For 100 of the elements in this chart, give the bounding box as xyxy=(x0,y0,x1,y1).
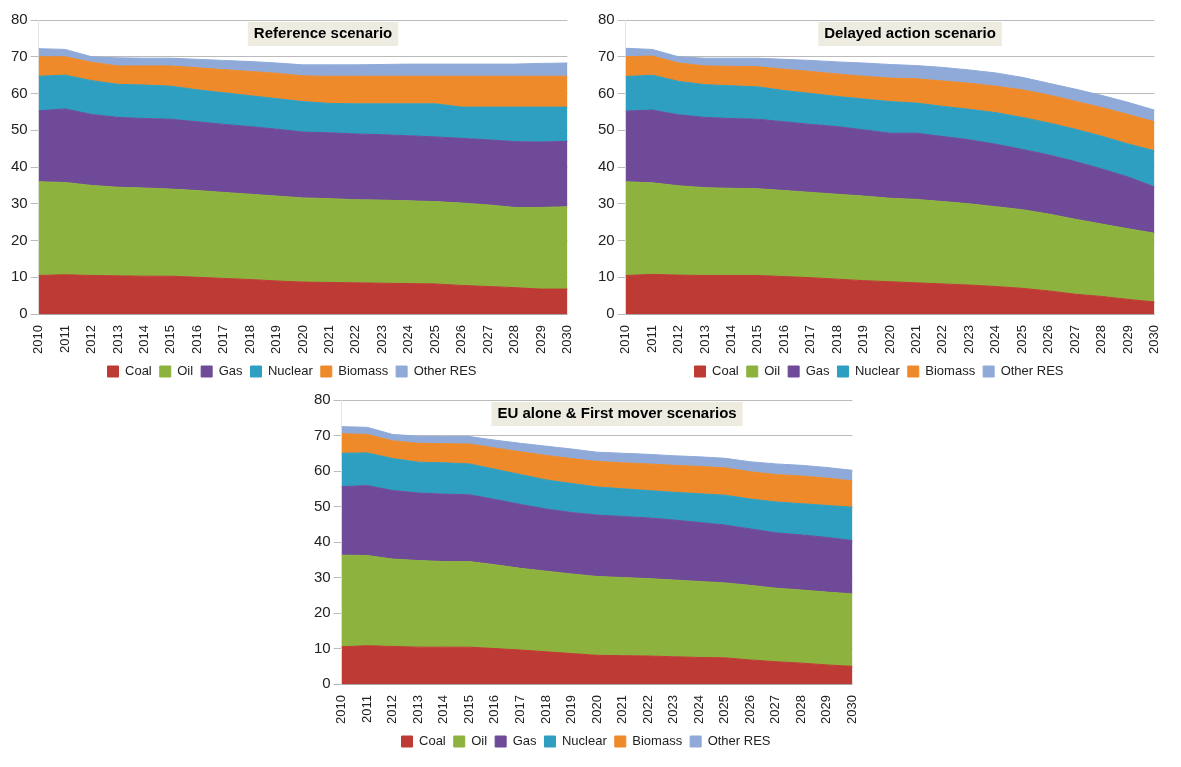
y-tick-label: 50 xyxy=(11,120,28,138)
y-tick-label: 80 xyxy=(313,390,331,408)
legend-label: Biomass xyxy=(925,363,976,379)
y-tick-label: 40 xyxy=(313,532,331,550)
x-tick-label: 2012 xyxy=(670,325,686,354)
y-tick-label: 50 xyxy=(313,496,331,514)
y-tick-label: 30 xyxy=(11,193,28,211)
x-tick-label: 2019 xyxy=(855,325,871,354)
x-tick-label: 2013 xyxy=(409,695,425,724)
x-tick-label: 2010 xyxy=(332,695,348,724)
x-tick-label: 2018 xyxy=(828,325,844,354)
x-tick-label: 2011 xyxy=(358,695,374,724)
x-tick-label: 2010 xyxy=(30,325,46,354)
x-tick-label: 2029 xyxy=(1119,325,1135,354)
legend-label: Oil xyxy=(177,363,194,379)
x-tick-label: 2017 xyxy=(511,695,527,724)
x-tick-label: 2028 xyxy=(1093,325,1109,354)
x-tick-label: 2019 xyxy=(268,325,284,354)
x-tick-label: 2024 xyxy=(987,325,1003,354)
legend-label: Nuclear xyxy=(854,363,901,379)
y-tick-label: 70 xyxy=(11,46,28,64)
x-tick-label: 2020 xyxy=(294,325,310,354)
x-tick-label: 2018 xyxy=(241,325,257,354)
y-tick-label: 40 xyxy=(598,157,615,175)
x-tick-label: 2027 xyxy=(1066,325,1082,354)
x-tick-label: 2017 xyxy=(215,325,231,354)
x-tick-label: 2020 xyxy=(588,695,604,724)
x-tick-label: 2029 xyxy=(817,695,833,724)
legend-label: Other RES xyxy=(707,733,771,749)
legend-label: Coal xyxy=(712,363,739,379)
x-tick-label: 2014 xyxy=(723,325,739,354)
x-tick-label: 2026 xyxy=(453,325,469,354)
legend-label: Nuclear xyxy=(561,733,607,749)
x-tick-label: 2025 xyxy=(1013,325,1029,354)
x-tick-label: 2017 xyxy=(802,325,818,354)
y-tick-label: 70 xyxy=(313,425,331,443)
y-tick-label: 70 xyxy=(598,46,615,64)
chart-title: EU alone & First mover scenarios xyxy=(496,404,737,422)
y-tick-label: 10 xyxy=(313,638,331,656)
x-tick-label: 2022 xyxy=(347,325,363,354)
legend-label: Coal xyxy=(418,733,446,749)
x-tick-label: 2022 xyxy=(934,325,950,354)
legend-label: Biomass xyxy=(338,363,389,379)
x-tick-label: 2024 xyxy=(690,695,706,724)
x-tick-label: 2018 xyxy=(537,695,553,724)
x-tick-label: 2016 xyxy=(775,325,791,354)
y-tick-label: 60 xyxy=(598,83,615,101)
legend-label: Other RES xyxy=(413,363,477,379)
y-tick-label: 20 xyxy=(598,230,615,248)
legend-label: Biomass xyxy=(631,733,683,749)
x-tick-label: 2025 xyxy=(426,325,442,354)
x-tick-label: 2012 xyxy=(83,325,99,354)
x-tick-label: 2030 xyxy=(558,325,574,354)
x-tick-label: 2014 xyxy=(434,695,450,724)
y-tick-label: 0 xyxy=(19,304,28,322)
y-tick-label: 60 xyxy=(313,461,331,479)
x-tick-label: 2013 xyxy=(109,325,125,354)
x-tick-label: 2025 xyxy=(715,695,731,724)
x-tick-label: 2013 xyxy=(696,325,712,354)
y-tick-label: 0 xyxy=(321,674,331,692)
legend-label: Coal xyxy=(125,363,152,379)
x-tick-label: 2014 xyxy=(136,325,152,354)
x-tick-label: 2026 xyxy=(741,695,757,724)
x-tick-label: 2023 xyxy=(664,695,680,724)
legend-label: Gas xyxy=(218,363,243,379)
x-tick-label: 2016 xyxy=(188,325,204,354)
legend-label: Other RES xyxy=(1000,363,1064,379)
x-tick-label: 2021 xyxy=(613,695,629,724)
x-tick-label: 2012 xyxy=(383,695,399,724)
x-tick-label: 2029 xyxy=(532,325,548,354)
x-tick-label: 2015 xyxy=(162,325,178,354)
x-tick-label: 2027 xyxy=(479,325,495,354)
x-tick-label: 2016 xyxy=(485,695,501,724)
x-tick-label: 2011 xyxy=(56,325,72,354)
y-tick-label: 10 xyxy=(11,267,28,285)
x-tick-label: 2023 xyxy=(373,325,389,354)
x-tick-label: 2021 xyxy=(321,325,337,354)
x-tick-label: 2022 xyxy=(639,695,655,724)
y-tick-label: 20 xyxy=(11,230,28,248)
y-tick-label: 50 xyxy=(598,120,615,138)
x-tick-label: 2028 xyxy=(792,695,808,724)
x-tick-label: 2010 xyxy=(617,325,633,354)
legend-label: Gas xyxy=(512,733,537,749)
x-tick-label: 2026 xyxy=(1040,325,1056,354)
y-tick-label: 0 xyxy=(606,304,615,322)
y-tick-label: 30 xyxy=(313,567,331,585)
y-tick-label: 80 xyxy=(598,10,615,28)
y-tick-label: 80 xyxy=(11,10,28,28)
x-tick-label: 2023 xyxy=(960,325,976,354)
y-tick-label: 20 xyxy=(313,603,331,621)
x-tick-label: 2020 xyxy=(881,325,897,354)
chart-title: Reference scenario xyxy=(253,24,393,42)
x-tick-label: 2015 xyxy=(460,695,476,724)
chart-title: Delayed action scenario xyxy=(824,24,996,42)
x-tick-label: 2024 xyxy=(400,325,416,354)
y-tick-label: 60 xyxy=(11,83,28,101)
y-tick-label: 30 xyxy=(598,193,615,211)
x-tick-label: 2011 xyxy=(643,325,659,354)
y-tick-label: 40 xyxy=(11,157,28,175)
y-tick-label: 10 xyxy=(598,267,615,285)
